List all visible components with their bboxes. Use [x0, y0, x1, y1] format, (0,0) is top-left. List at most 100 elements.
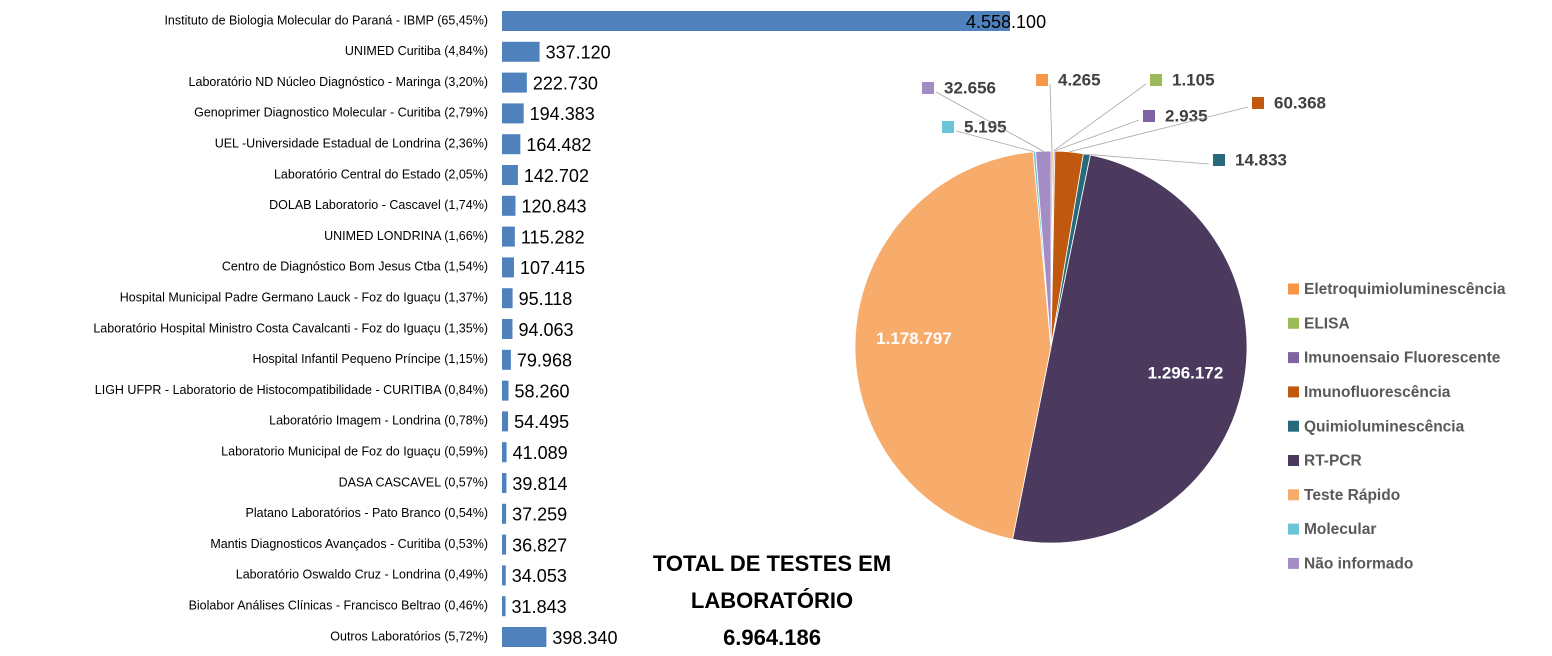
legend-swatch	[1288, 455, 1299, 466]
category-label: Instituto de Biologia Molecular do Paran…	[164, 13, 488, 27]
pie-slice	[1012, 154, 1248, 544]
legend-label: Quimioluminescência	[1304, 418, 1465, 435]
bar	[502, 319, 513, 339]
value-label: 14.833	[1235, 150, 1287, 169]
bar	[502, 226, 515, 247]
total-box: TOTAL DE TESTES EM LABORATÓRIO 6.964.186	[622, 545, 922, 656]
legend-swatch	[1288, 557, 1299, 569]
bar	[502, 134, 521, 155]
label-swatch	[942, 121, 954, 133]
value-label: 34.053	[512, 566, 567, 586]
value-label: 222.730	[533, 73, 598, 93]
value-label: 79.968	[517, 351, 572, 371]
bar	[502, 165, 518, 185]
legend-label: Imunoensaio Fluorescente	[1304, 350, 1501, 367]
total-value: 6.964.186	[723, 625, 821, 650]
legend-label: Teste Rápido	[1304, 487, 1400, 504]
category-label: Laboratório ND Núcleo Diagnóstico - Mari…	[189, 75, 488, 89]
bar	[502, 442, 507, 463]
legend-label: Imunofluorescência	[1304, 384, 1451, 401]
value-label: 142.702	[524, 166, 589, 186]
category-label: Centro de Diagnóstico Bom Jesus Ctba (1,…	[222, 260, 488, 274]
bar	[502, 195, 516, 216]
bar	[502, 288, 513, 309]
category-label: Laboratório Central do Estado (2,05%)	[274, 167, 488, 181]
bar	[502, 596, 506, 617]
label-swatch	[922, 82, 934, 94]
leader-line	[955, 130, 1035, 153]
value-label: 1.178.797	[876, 329, 952, 348]
bar	[502, 411, 509, 432]
category-label: Outros Laboratórios (5,72%)	[330, 629, 488, 643]
value-label: 60.368	[1274, 93, 1326, 112]
value-label: 95.118	[519, 289, 573, 309]
value-label: 32.656	[944, 78, 996, 97]
value-label: 37.259	[512, 505, 567, 525]
value-label: 5.195	[964, 117, 1007, 136]
bar	[502, 534, 507, 555]
label-swatch	[1252, 97, 1264, 109]
value-label: 194.383	[530, 104, 595, 124]
category-label: Hospital Municipal Padre Germano Lauck -…	[120, 290, 488, 304]
category-label: DASA CASCAVEL (0,57%)	[339, 475, 488, 489]
value-label: 1.105	[1172, 70, 1215, 89]
category-label: Laboratório Imagem - Londrina (0,78%)	[269, 414, 488, 428]
value-label: 115.282	[521, 227, 585, 247]
category-label: Laboratorio Municipal de Foz do Iguaçu (…	[221, 444, 488, 458]
legend-swatch	[1288, 489, 1299, 501]
bar	[502, 627, 547, 647]
bar	[502, 565, 506, 586]
value-label: 337.120	[546, 43, 611, 63]
label-swatch	[1143, 110, 1155, 122]
bar	[502, 257, 514, 278]
bar	[502, 11, 1010, 31]
legend-swatch	[1288, 317, 1299, 329]
label-swatch	[1036, 74, 1048, 86]
bar	[502, 473, 507, 493]
legend-label: ELISA	[1304, 315, 1350, 332]
category-label: Laboratório Hospital Ministro Costa Cava…	[93, 321, 488, 335]
legend-swatch	[1288, 352, 1299, 364]
category-label: UNIMED Curitiba (4,84%)	[345, 44, 488, 58]
bar	[502, 349, 511, 370]
legend-label: Não informado	[1304, 555, 1413, 572]
pie-slice	[854, 151, 1052, 540]
category-label: LIGH UFPR - Laboratorio de Histocompatib…	[95, 383, 488, 397]
leader-line	[935, 91, 1044, 152]
category-label: Hospital Infantil Pequeno Príncipe (1,15…	[252, 352, 488, 366]
label-swatch	[1213, 154, 1225, 166]
value-label: 120.843	[521, 197, 586, 217]
value-label: 94.063	[518, 320, 573, 340]
value-label: 58.260	[514, 381, 569, 401]
leader-line	[1053, 83, 1147, 152]
bar	[502, 72, 527, 93]
total-title: TOTAL DE TESTES EM LABORATÓRIO	[652, 551, 892, 613]
category-label: DOLAB Laboratorio - Cascavel (1,74%)	[269, 198, 488, 212]
bar	[502, 41, 540, 62]
bar	[502, 380, 509, 401]
category-label: Genoprimer Diagnostico Molecular - Curit…	[194, 106, 488, 120]
label-swatch	[1150, 74, 1162, 86]
value-label: 54.495	[514, 412, 569, 432]
value-label: 1.296.172	[1148, 364, 1224, 383]
legend-label: RT-PCR	[1304, 453, 1362, 470]
pie-slice	[1035, 150, 1052, 348]
value-label: 398.340	[552, 628, 617, 647]
leader-line	[1054, 119, 1140, 152]
value-label: 4.265	[1058, 70, 1101, 89]
legend-swatch	[1288, 523, 1299, 535]
value-label: 31.843	[512, 597, 567, 617]
category-label: UEL -Universidade Estadual de Londrina (…	[215, 136, 488, 150]
value-label: 36.827	[512, 535, 567, 555]
legend-swatch	[1288, 420, 1299, 432]
category-label: Laboratório Oswaldo Cruz - Londrina (0,4…	[236, 568, 488, 582]
value-label: 4.558.100	[966, 12, 1046, 32]
leader-line	[1049, 83, 1053, 152]
category-label: UNIMED LONDRINA (1,66%)	[324, 229, 488, 243]
value-label: 164.482	[526, 135, 591, 155]
value-label: 41.089	[513, 443, 568, 463]
leader-line	[1086, 153, 1210, 165]
legend-label: Eletroquimioluminescência	[1304, 281, 1506, 298]
bar	[502, 103, 524, 124]
